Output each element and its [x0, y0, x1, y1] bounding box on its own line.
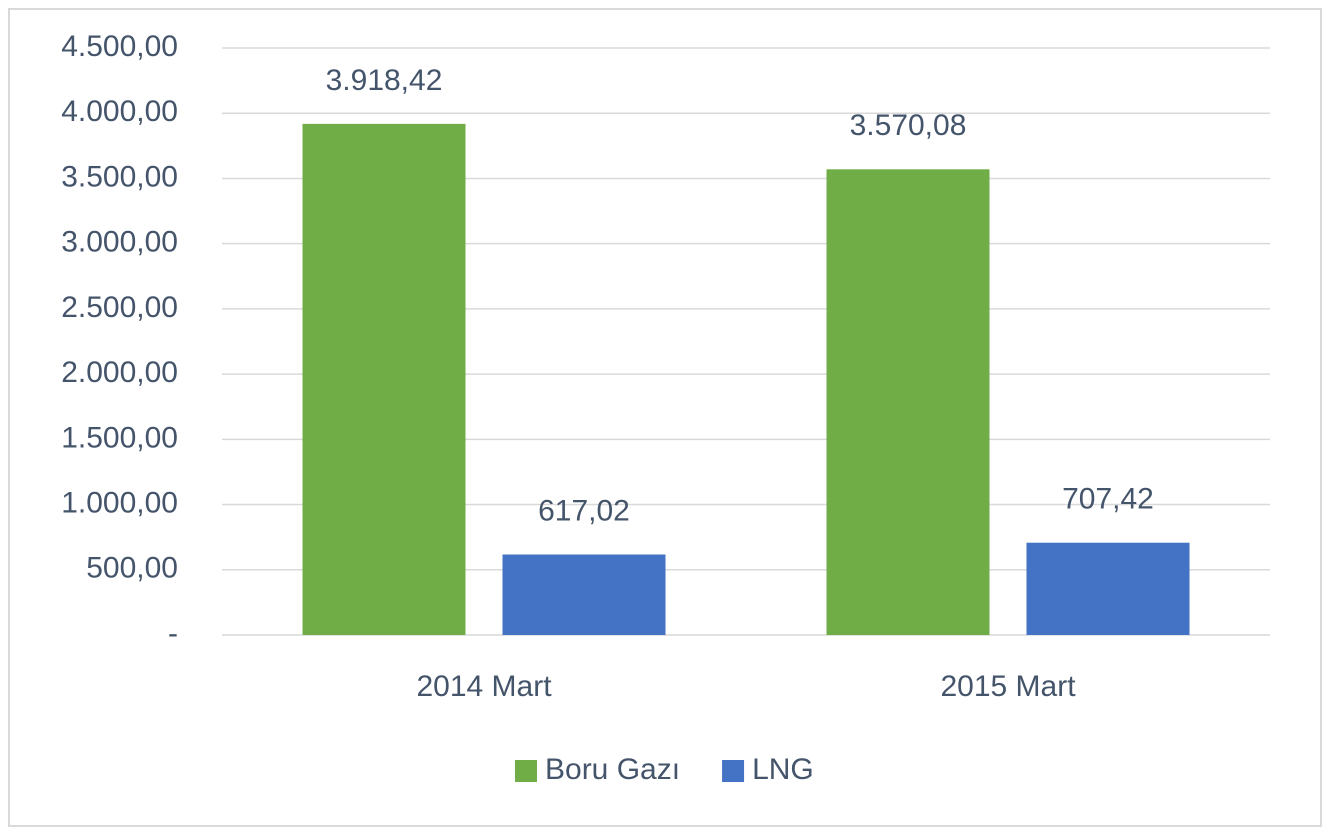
y-tick-label: 3.000,00 — [61, 226, 178, 259]
x-tick-label: 2015 Mart — [940, 670, 1076, 703]
y-tick-label: 4.000,00 — [61, 95, 178, 128]
data-label: 617,02 — [538, 494, 630, 527]
y-tick-label: 1.000,00 — [61, 486, 178, 519]
chart-border — [8, 8, 1322, 827]
x-tick-label: 2014 Mart — [416, 670, 552, 703]
bar — [502, 554, 666, 635]
data-label: 3.918,42 — [326, 64, 443, 97]
y-tick-label: - — [168, 617, 178, 650]
data-label: 3.570,08 — [850, 109, 967, 142]
y-tick-label: 2.000,00 — [61, 356, 178, 389]
legend-swatch — [722, 760, 745, 782]
legend-label: Boru Gazı — [545, 753, 680, 786]
data-label: 707,42 — [1062, 483, 1154, 516]
y-tick-label: 1.500,00 — [61, 421, 178, 454]
bar — [826, 169, 990, 635]
legend-label: LNG — [752, 753, 814, 786]
bar — [1026, 542, 1190, 635]
y-tick-label: 4.500,00 — [61, 30, 178, 63]
y-tick-label: 2.500,00 — [61, 291, 178, 324]
y-tick-label: 3.500,00 — [61, 160, 178, 193]
y-tick-label: 500,00 — [86, 552, 178, 585]
legend-swatch — [515, 760, 537, 782]
bar — [302, 123, 466, 635]
